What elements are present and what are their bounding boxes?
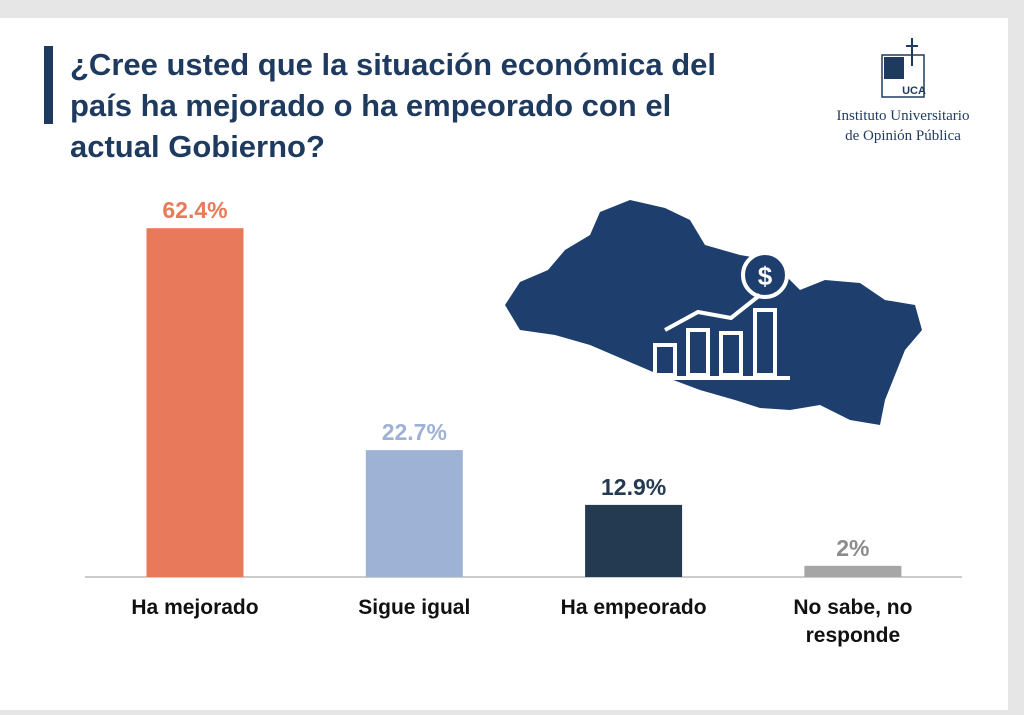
- logo-text: de Opinión Pública: [845, 128, 961, 144]
- value-label: 22.7%: [382, 419, 447, 445]
- x-tick-label: No sabe, no responde: [793, 596, 913, 647]
- x-tick-label: Sigue igual: [358, 596, 471, 619]
- bar: [146, 228, 244, 577]
- value-label: 62.4%: [162, 197, 227, 223]
- bar: [365, 450, 463, 577]
- chart-title: ¿Cree usted que la situación económica d…: [70, 47, 717, 164]
- logo-text: Instituto Universitario: [836, 108, 970, 124]
- logo: UCA: [881, 38, 926, 98]
- value-label: 12.9%: [601, 474, 666, 500]
- svg-text:$: $: [758, 261, 773, 291]
- bar: [585, 504, 683, 577]
- bar: [804, 565, 902, 577]
- x-tick-label: Ha mejorado: [131, 596, 259, 619]
- title-accent: [44, 46, 53, 124]
- x-tick-label: Ha empeorado: [560, 596, 707, 619]
- value-label: 2%: [836, 535, 869, 561]
- map-illustration: $: [505, 200, 922, 425]
- logo-mark: UCA: [902, 85, 926, 97]
